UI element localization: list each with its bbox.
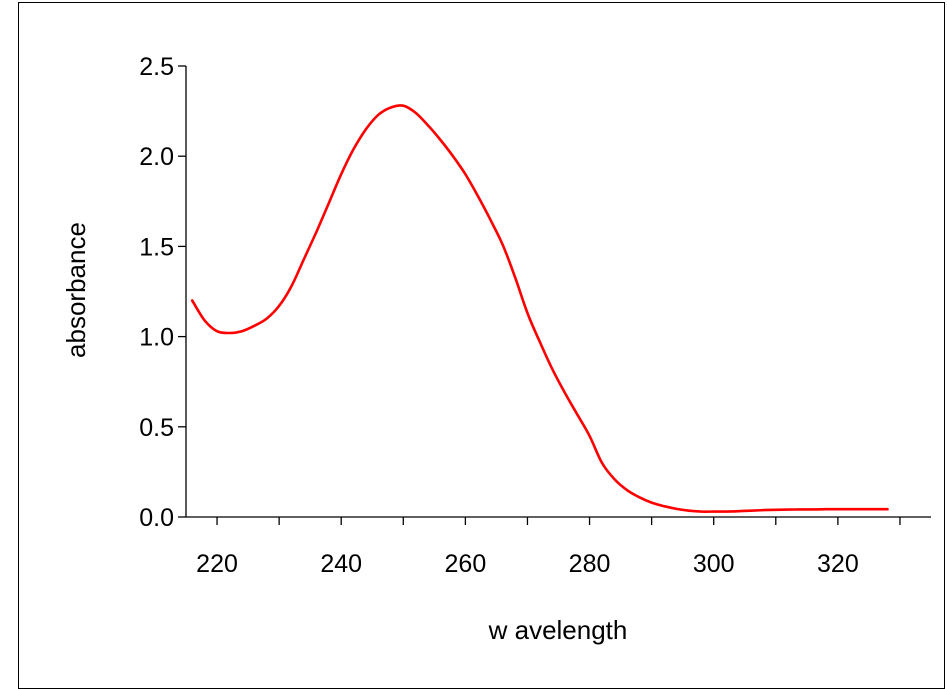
x-tick-label: 240 bbox=[320, 550, 362, 578]
x-tick-label: 320 bbox=[817, 550, 859, 578]
absorbance-series-line bbox=[190, 104, 889, 513]
y-tick-label: 2.0 bbox=[139, 143, 174, 171]
x-tick-label: 280 bbox=[569, 550, 611, 578]
y-tick-label: 2.5 bbox=[139, 53, 174, 81]
series-layer bbox=[190, 104, 889, 513]
x-tick-label: 260 bbox=[445, 550, 487, 578]
y-tick-label: 0.0 bbox=[139, 504, 174, 532]
y-axis-title: absorbance bbox=[61, 222, 91, 358]
x-ticks: 220 240 260 280 300 320 bbox=[196, 517, 901, 578]
chart-frame bbox=[18, 2, 945, 689]
y-tick-label: 1.0 bbox=[139, 324, 174, 352]
x-tick-label: 300 bbox=[693, 550, 735, 578]
y-tick-label: 1.5 bbox=[139, 233, 174, 261]
y-tick-label: 0.5 bbox=[139, 414, 174, 442]
y-ticks: 0.0 0.5 1.0 1.5 2.0 2.5 bbox=[139, 53, 186, 532]
x-axis-title: w avelength bbox=[488, 615, 628, 645]
x-tick-label: 220 bbox=[196, 550, 238, 578]
